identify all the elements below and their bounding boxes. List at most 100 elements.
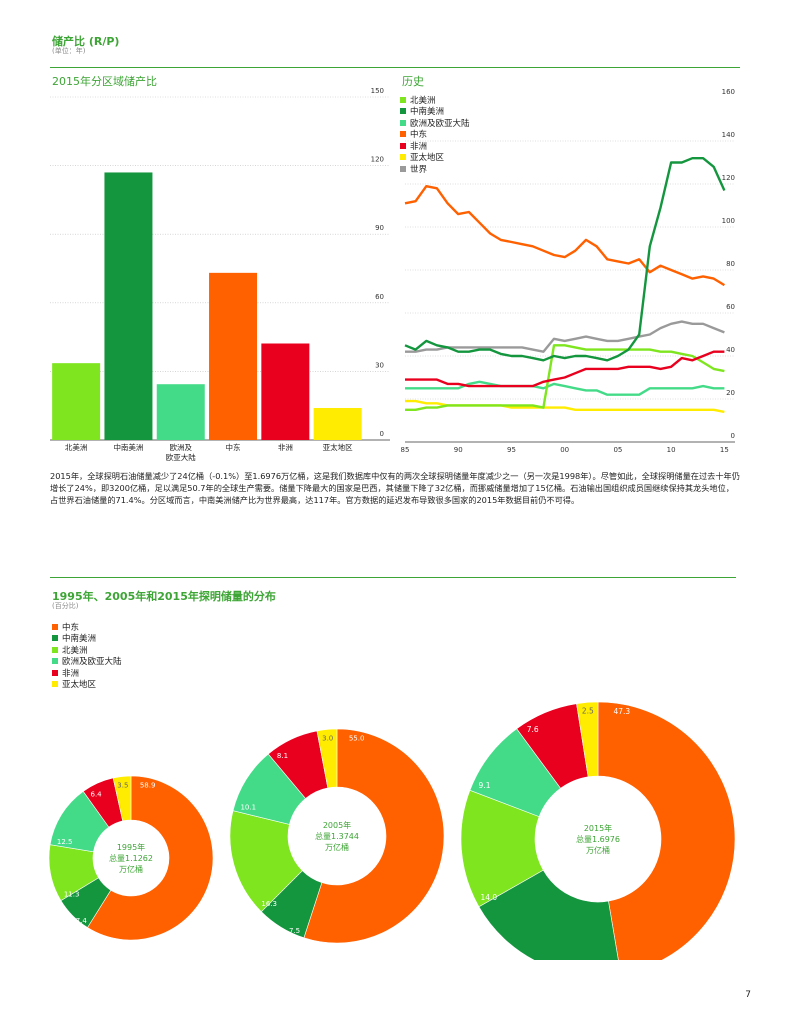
history-chart: 0 20 40 60 80 100 120 140 160 85 90 95 00 05 10 15 xyxy=(401,88,735,454)
donut-slice xyxy=(478,869,619,960)
bar-category-label: 中东 xyxy=(226,442,241,452)
history-xtick-label: 95 xyxy=(507,446,516,454)
legend-label: 中东 xyxy=(410,130,428,141)
bar-category-label: 欧洲及 xyxy=(170,442,193,452)
donut-center-label: 万亿桶 xyxy=(586,845,610,855)
bar-category-label: 北美洲 xyxy=(65,442,88,452)
donut-legend-item: 中东 xyxy=(52,621,122,633)
donut-value-label: 6.4 xyxy=(90,791,102,799)
bar-4 xyxy=(209,272,258,440)
history-legend-item: 中东 xyxy=(400,129,470,141)
donut-slice xyxy=(597,701,736,960)
legend-swatch xyxy=(52,635,58,642)
page-title-unit: (单位：年) xyxy=(52,47,86,55)
donut-value-label: 7.5 xyxy=(289,927,300,935)
bar-chart: 北美洲 中南美洲 欧洲及欧亚大陆 中东 非洲 亚太地区 0 30 60 90 120 150 xyxy=(50,87,390,462)
legend-swatch xyxy=(400,119,406,126)
history-xtick-label: 10 xyxy=(667,446,676,454)
donut-legend-item: 欧洲及欧亚大陆 xyxy=(52,656,122,668)
legend-swatch xyxy=(400,154,406,161)
history-ytick-label: 140 xyxy=(722,131,735,139)
top-divider xyxy=(50,67,740,68)
legend-label: 中南美洲 xyxy=(62,634,97,645)
bar-1 xyxy=(52,363,101,440)
donut-center-label: 总量1.3744 xyxy=(315,831,359,841)
bar-chart-title: 2015年分区域储产比 xyxy=(52,75,157,88)
history-legend-item: 世界 xyxy=(400,163,470,175)
legend-label: 亚太地区 xyxy=(62,680,97,691)
legend-swatch xyxy=(400,131,406,138)
donut-center-label: 2005年 xyxy=(323,820,351,830)
history-ytick-label: 40 xyxy=(726,346,735,354)
legend-swatch xyxy=(52,623,58,630)
bar-ytick-label: 0 xyxy=(380,430,384,438)
history-legend-item: 非洲 xyxy=(400,140,470,152)
legend-swatch xyxy=(400,142,406,149)
donut-value-label: 10.1 xyxy=(240,803,256,811)
history-xtick-label: 85 xyxy=(401,446,410,454)
legend-label: 欧洲及欧亚大陆 xyxy=(62,657,122,668)
history-ytick-label: 60 xyxy=(726,303,735,311)
history-ytick-label: 0 xyxy=(731,432,735,440)
bar-ytick-label: 90 xyxy=(375,224,384,232)
history-legend-item: 亚太地区 xyxy=(400,152,470,164)
donut-center-label: 万亿桶 xyxy=(119,864,143,874)
history-xtick-label: 00 xyxy=(560,446,569,454)
bar-category-label: 非洲 xyxy=(278,442,293,452)
donut-value-label: 47.3 xyxy=(613,707,630,716)
donut-legend-item: 中南美洲 xyxy=(52,633,122,645)
history-series-line xyxy=(404,184,726,287)
donut-value-label: 7.4 xyxy=(76,917,88,925)
history-ytick-label: 120 xyxy=(722,174,735,182)
donut-value-label: 3.5 xyxy=(117,781,128,789)
legend-label: 世界 xyxy=(410,164,428,175)
history-legend: 北美洲 中南美洲 欧洲及欧亚大陆 中东 非洲 亚太地区 世界 xyxy=(400,94,470,175)
donut-value-label: 2.5 xyxy=(582,706,594,715)
legend-swatch xyxy=(400,96,406,103)
history-ytick-label: 160 xyxy=(722,88,735,96)
history-legend-item: 中南美洲 xyxy=(400,106,470,118)
donut-value-label: 3.0 xyxy=(322,734,333,742)
legend-label: 亚太地区 xyxy=(410,153,445,164)
donut-legend-item: 北美洲 xyxy=(52,644,122,656)
donut-value-label: 55.0 xyxy=(349,735,365,743)
history-xtick-label: 15 xyxy=(720,446,729,454)
donut-slice xyxy=(576,701,599,778)
bar-ytick-label: 60 xyxy=(375,293,384,301)
history-series-line xyxy=(405,320,725,353)
donut-slice xyxy=(112,775,132,822)
donut-value-label: 58.9 xyxy=(140,782,156,790)
donut-value-label: 12.5 xyxy=(57,838,73,846)
section-divider xyxy=(50,577,736,578)
legend-swatch xyxy=(52,681,58,688)
donut-slice xyxy=(316,728,338,789)
donut-center-label: 总量1.6976 xyxy=(576,834,620,844)
legend-label: 非洲 xyxy=(62,668,80,679)
donut-value-label: 7.6 xyxy=(527,725,539,734)
donut-slice xyxy=(303,728,445,944)
history-ytick-label: 80 xyxy=(726,260,735,268)
bar-3 xyxy=(156,384,205,440)
donut-value-label: 11.3 xyxy=(64,891,80,899)
section2-title: 1995年、2005年和2015年探明储量的分布 xyxy=(52,590,276,603)
history-ytick-label: 100 xyxy=(722,217,735,225)
legend-swatch xyxy=(52,646,58,653)
legend-swatch xyxy=(52,669,58,676)
bar-category-label: 亚太地区 xyxy=(323,442,353,452)
legend-label: 北美洲 xyxy=(410,95,436,106)
legend-label: 北美洲 xyxy=(62,645,88,656)
legend-swatch xyxy=(52,658,58,665)
page-number: 7 xyxy=(745,990,751,1000)
bar-5 xyxy=(261,343,310,440)
donut-value-label: 16.3 xyxy=(261,900,277,908)
donut-center-label: 1995年 xyxy=(117,842,145,852)
donut-charts: 58.97.411.312.56.43.51995年总量1.1262万亿桶55.… xyxy=(48,701,736,960)
legend-swatch xyxy=(400,108,406,115)
bar-ytick-label: 120 xyxy=(371,156,384,164)
history-xtick-label: 90 xyxy=(454,446,463,454)
legend-label: 中南美洲 xyxy=(410,107,445,118)
donut-value-label: 9.1 xyxy=(479,781,491,790)
history-xtick-label: 05 xyxy=(613,446,622,454)
history-series-line xyxy=(405,350,725,388)
donut-value-label: 14.0 xyxy=(480,893,497,902)
